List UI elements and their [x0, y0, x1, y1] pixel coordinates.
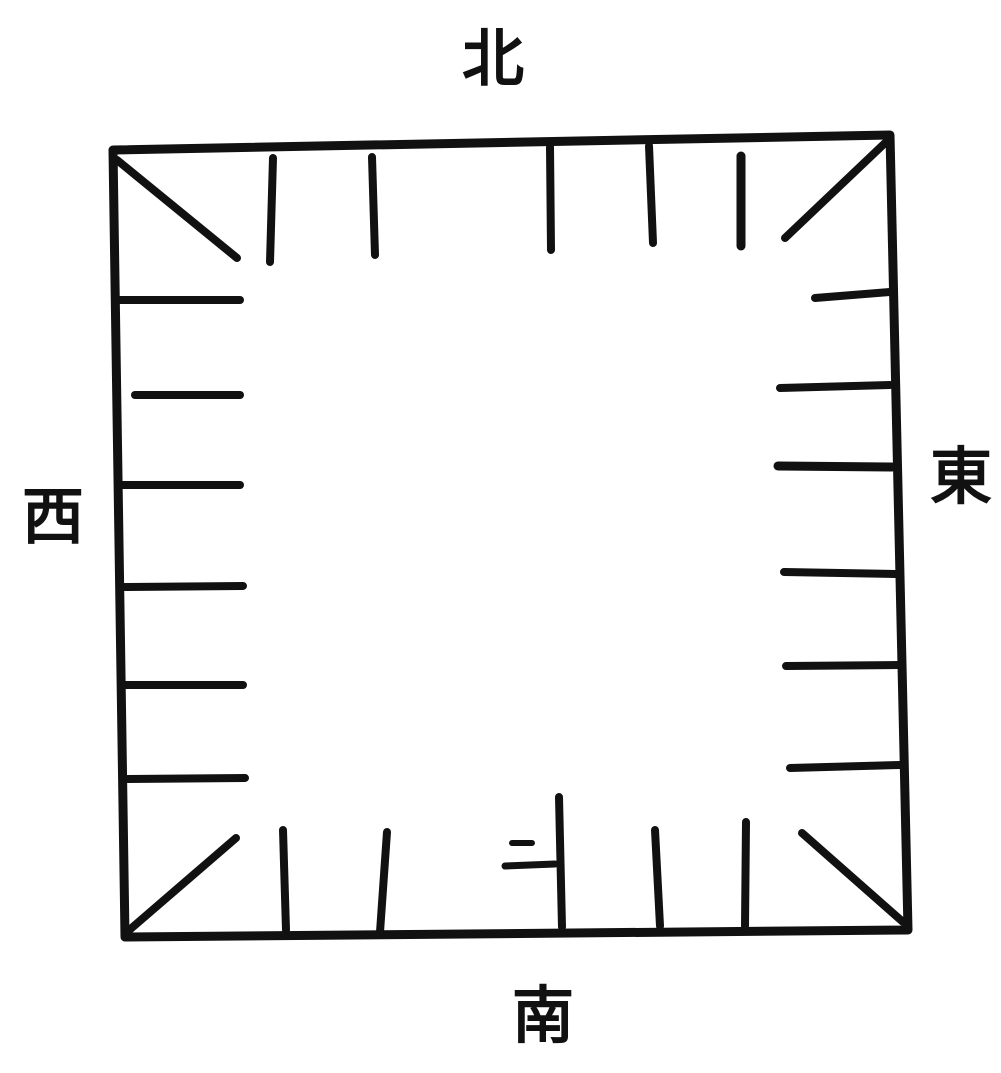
corner-diagonal-sw	[123, 834, 240, 936]
corner-diagonal-ne	[781, 139, 889, 242]
tick-south-5	[741, 818, 750, 930]
mark-south-stroke-2	[501, 860, 559, 870]
tick-east-6	[786, 761, 904, 772]
label-east: 東	[930, 440, 993, 513]
tick-west-6	[124, 774, 249, 783]
tick-south-2	[376, 828, 391, 936]
corner-diagonal-se	[798, 829, 907, 926]
tick-east-2	[776, 381, 894, 392]
tick-east-5	[782, 661, 902, 670]
tick-north-1	[266, 154, 277, 266]
tick-south-1	[279, 826, 290, 934]
tick-east-3	[773, 461, 897, 472]
tick-east-1	[811, 288, 894, 302]
outer-square-border	[108, 130, 913, 942]
label-south: 南	[512, 979, 575, 1052]
label-west: 西	[22, 480, 85, 553]
tick-north-2	[368, 153, 379, 259]
tick-south-3	[555, 793, 566, 931]
tick-north-3	[546, 143, 555, 254]
tick-east-4	[780, 568, 899, 578]
corner-diagonal-nw	[113, 156, 241, 262]
tick-south-4	[651, 826, 664, 930]
tick-west-4	[121, 582, 247, 591]
label-north: 北	[462, 22, 525, 95]
tick-north-4	[645, 142, 657, 247]
